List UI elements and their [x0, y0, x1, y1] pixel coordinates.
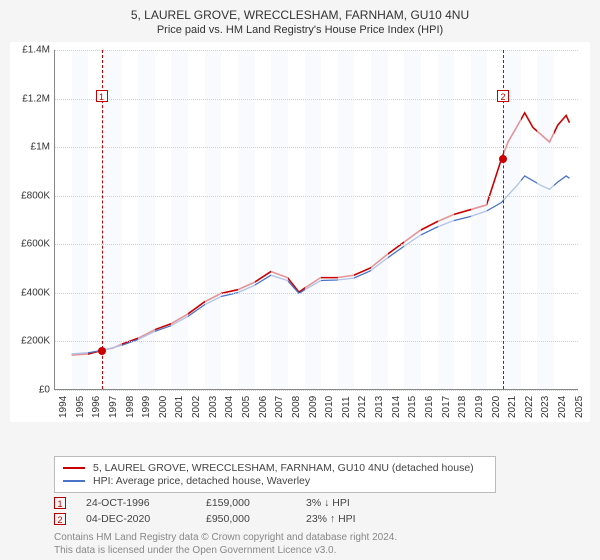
x-axis-label: 2018	[457, 396, 459, 418]
title-block: 5, LAUREL GROVE, WRECCLESHAM, FARNHAM, G…	[10, 8, 590, 36]
sale-delta: 3% ↓ HPI	[306, 497, 350, 509]
sale-record: 2 04-DEC-2020 £950,000 23% ↑ HPI	[54, 513, 590, 525]
page-title-2: Price paid vs. HM Land Registry's House …	[10, 24, 590, 36]
x-axis-label: 2004	[224, 396, 226, 418]
sale-marker: 2	[54, 513, 66, 525]
footer: Contains HM Land Registry data © Crown c…	[54, 531, 590, 557]
x-axis-label: 2020	[491, 396, 493, 418]
x-axis-label: 1998	[125, 396, 127, 418]
legend-swatch	[63, 480, 85, 482]
x-axis-label: 2025	[574, 396, 576, 418]
sale-delta: 23% ↑ HPI	[306, 513, 356, 525]
y-axis-label: £400K	[10, 287, 50, 298]
legend-row: 5, LAUREL GROVE, WRECCLESHAM, FARNHAM, G…	[63, 462, 487, 474]
y-axis-label: £0	[10, 385, 50, 396]
sale-date: 24-OCT-1996	[86, 497, 186, 509]
x-axis-label: 1996	[91, 396, 93, 418]
sale-price: £950,000	[206, 513, 286, 525]
x-axis-label: 2003	[208, 396, 210, 418]
y-axis-label: £800K	[10, 190, 50, 201]
x-axis-label: 2008	[291, 396, 293, 418]
x-axis-label: 2023	[540, 396, 542, 418]
sale-marker: 1	[54, 497, 66, 509]
x-axis-label: 2006	[258, 396, 260, 418]
legend-label: HPI: Average price, detached house, Wave…	[93, 475, 310, 487]
x-axis-label: 2002	[191, 396, 193, 418]
x-axis-label: 2000	[158, 396, 160, 418]
x-axis-label: 2012	[357, 396, 359, 418]
x-axis-label: 1995	[75, 396, 77, 418]
price-chart: £0£200K£400K£600K£800K£1M£1.2M£1.4M 12 1…	[10, 42, 590, 422]
legend-swatch	[63, 467, 85, 469]
sale-date: 04-DEC-2020	[86, 513, 186, 525]
x-axis-label: 2015	[407, 396, 409, 418]
x-axis-label: 2019	[474, 396, 476, 418]
footer-line: This data is licensed under the Open Gov…	[54, 544, 590, 557]
x-axis-label: 2013	[374, 396, 376, 418]
page-title-1: 5, LAUREL GROVE, WRECCLESHAM, FARNHAM, G…	[10, 8, 590, 22]
x-axis-label: 2024	[557, 396, 559, 418]
x-axis-label: 2005	[241, 396, 243, 418]
y-axis-label: £600K	[10, 239, 50, 250]
x-axis-label: 2001	[174, 396, 176, 418]
x-axis-label: 1997	[108, 396, 110, 418]
y-axis-label: £200K	[10, 336, 50, 347]
x-axis-label: 2021	[507, 396, 509, 418]
y-axis-label: £1M	[10, 142, 50, 153]
x-axis-label: 1994	[58, 396, 60, 418]
x-axis-label: 2014	[391, 396, 393, 418]
legend-label: 5, LAUREL GROVE, WRECCLESHAM, FARNHAM, G…	[93, 462, 474, 474]
x-axis-label: 2011	[341, 396, 343, 418]
sale-price: £159,000	[206, 497, 286, 509]
x-axis-label: 1999	[141, 396, 143, 418]
x-axis-label: 2022	[524, 396, 526, 418]
plot-area: 12	[54, 50, 578, 390]
sale-marker-box: 2	[497, 90, 509, 102]
x-axis-label: 2007	[274, 396, 276, 418]
y-axis-label: £1.2M	[10, 93, 50, 104]
x-axis-label: 2017	[441, 396, 443, 418]
footer-line: Contains HM Land Registry data © Crown c…	[54, 531, 590, 544]
y-axis-label: £1.4M	[10, 45, 50, 56]
legend: 5, LAUREL GROVE, WRECCLESHAM, FARNHAM, G…	[54, 456, 496, 493]
x-axis-label: 2016	[424, 396, 426, 418]
x-axis-label: 2010	[324, 396, 326, 418]
sale-record: 1 24-OCT-1996 £159,000 3% ↓ HPI	[54, 497, 590, 509]
x-axis-label: 2009	[308, 396, 310, 418]
sale-marker-box: 1	[96, 90, 108, 102]
legend-row: HPI: Average price, detached house, Wave…	[63, 475, 487, 487]
